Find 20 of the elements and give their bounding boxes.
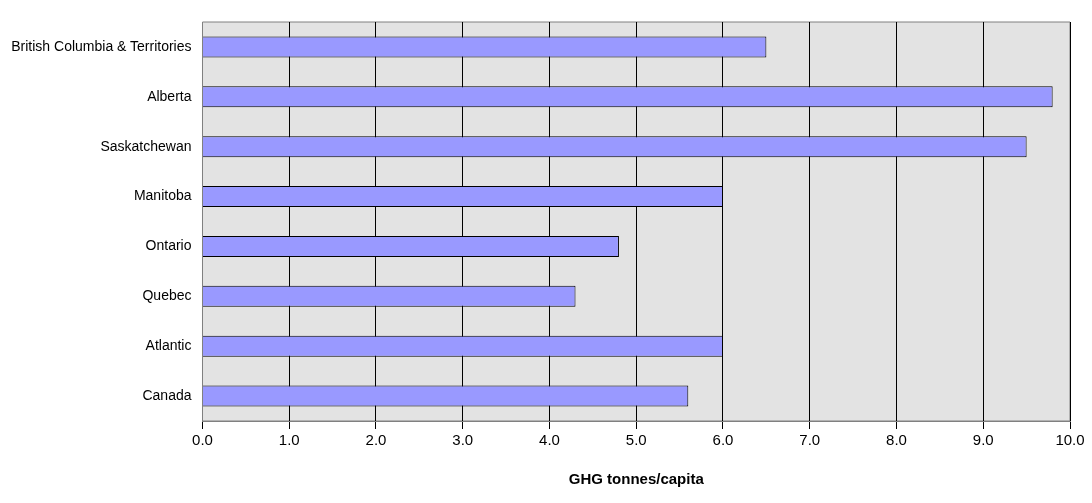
x-tick-label: 1.0 — [278, 431, 300, 449]
x-tick-label: 0.0 — [192, 431, 213, 449]
x-tick-label: 3.0 — [452, 431, 474, 449]
x-tick-label: 4.0 — [539, 431, 560, 449]
x-tick-label: 8.0 — [886, 431, 907, 449]
y-tick-label: British Columbia & Territories — [11, 37, 192, 54]
x-tick-label: 2.0 — [365, 431, 387, 449]
y-tick-label: Atlantic — [145, 337, 192, 354]
y-tick-label: Saskatchewan — [100, 137, 192, 154]
x-tick-label: 10.0 — [1055, 431, 1085, 449]
y-tick-label: Canada — [142, 386, 192, 403]
x-tick-label: 5.0 — [625, 431, 647, 449]
y-tick-label: Alberta — [147, 87, 192, 104]
y-tick-label: Ontario — [145, 237, 192, 254]
x-axis-title: GHG tonnes/capita — [568, 470, 705, 488]
x-tick-label: 7.0 — [799, 431, 821, 449]
x-tick-label: 6.0 — [712, 431, 734, 449]
y-tick-label: Manitoba — [133, 187, 192, 204]
x-tick-label: 9.0 — [972, 431, 994, 449]
y-tick-label: Quebec — [142, 287, 192, 304]
